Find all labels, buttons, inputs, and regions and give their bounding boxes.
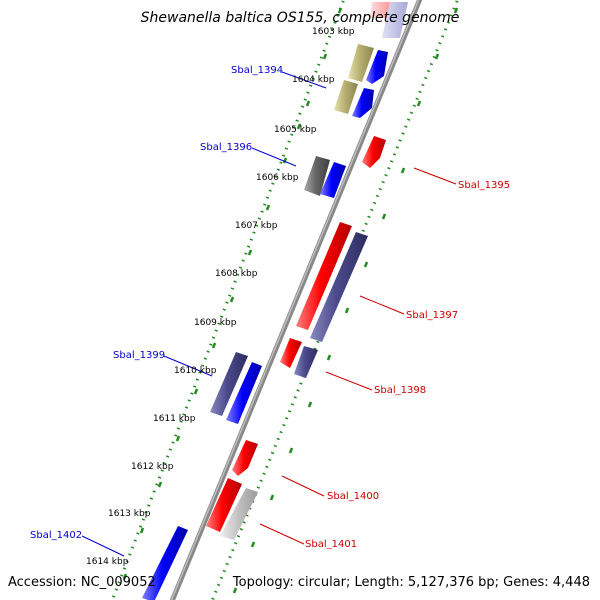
tick-mark (247, 249, 253, 256)
label-leader-lines (81, 71, 457, 557)
tick-mark (453, 7, 459, 14)
tick-mark (434, 53, 440, 60)
gene-feature-reverse (206, 478, 242, 532)
tick-label: 1605 kbp (274, 125, 317, 135)
gene-feature-forward (352, 88, 374, 118)
gene-feature-slate (210, 352, 248, 416)
genome-backbone-highlight (170, 0, 420, 600)
tick-mark (157, 481, 163, 488)
tick-label: 1604 kbp (292, 75, 335, 85)
gene-feature-olive (334, 80, 358, 114)
leader-line (281, 71, 327, 89)
tick-mark (288, 447, 294, 454)
gene-feature-reverse (362, 136, 386, 168)
gene-feature-forward (142, 526, 188, 600)
tick-mark (139, 527, 145, 534)
gene-label-sbal-1396[interactable]: Sbal_1396 (200, 142, 252, 153)
tick-label: 1609 kbp (194, 318, 237, 328)
tick-mark (416, 100, 422, 107)
leader-line (259, 523, 305, 545)
gene-label-sbal-1398[interactable]: Sbal_1398 (374, 385, 426, 396)
gene-label-sbal-1399[interactable]: Sbal_1399 (113, 350, 165, 361)
tick-mark (337, 7, 343, 14)
gene-feature-forward (320, 162, 346, 198)
leader-line (281, 475, 325, 497)
tick-mark (265, 204, 271, 211)
tick-mark (322, 53, 328, 60)
tick-label: 1612 kbp (131, 462, 174, 472)
gene-feature-slate (294, 346, 318, 378)
gene-feature-reverse (296, 222, 352, 330)
tick-label: 1611 kbp (153, 414, 196, 424)
gene-labels: Sbal_1394 Sbal_1395 Sbal_1396 Sbal_1397 … (30, 65, 510, 550)
gene-features (142, 2, 408, 600)
leader-line (413, 167, 457, 185)
gene-feature-slate (310, 232, 368, 342)
tick-mark (296, 123, 302, 130)
tick-label: 1613 kbp (108, 509, 151, 519)
tick-mark (307, 401, 313, 408)
tick-mark (122, 573, 128, 580)
tick-mark (381, 213, 387, 220)
inner-tick-marks (232, 7, 459, 594)
genome-summary-text: Topology: circular; Length: 5,127,376 bp… (232, 575, 590, 590)
gene-label-sbal-1400[interactable]: Sbal_1400 (327, 491, 379, 502)
leader-line (81, 535, 125, 557)
tick-mark (305, 100, 311, 107)
tick-label: 1606 kbp (256, 173, 299, 183)
tick-mark (193, 388, 199, 395)
tick-mark (232, 587, 238, 594)
genome-backbone (169, 0, 423, 600)
tick-mark (175, 435, 181, 442)
tick-label: 1608 kbp (215, 269, 258, 279)
tick-mark (400, 167, 406, 174)
tick-label: 1610 kbp (174, 366, 217, 376)
gene-feature-forward (226, 362, 262, 424)
leader-line (359, 295, 405, 315)
tick-mark (326, 354, 332, 361)
gene-feature-reverse (280, 338, 302, 368)
map-title: Shewanella baltica OS155, complete genom… (141, 10, 460, 26)
gene-feature-faded-red (370, 2, 390, 18)
tick-label: 1614 kbp (86, 557, 129, 567)
gene-feature-gray (304, 156, 330, 196)
gene-label-sbal-1402[interactable]: Sbal_1402 (30, 530, 82, 541)
accession-text: Accession: NC_009052 (8, 575, 156, 590)
tick-labels: 1603 kbp 1604 kbp 1605 kbp 1606 kbp 1607… (86, 27, 355, 567)
tick-label: 1603 kbp (312, 27, 355, 37)
gene-label-sbal-1394[interactable]: Sbal_1394 (231, 65, 283, 76)
leader-line (251, 147, 297, 167)
gene-feature-faded-slate (382, 2, 408, 38)
tick-label: 1607 kbp (235, 221, 278, 231)
gene-feature-olive (348, 44, 374, 82)
leader-line (325, 371, 373, 391)
tick-mark (229, 296, 235, 303)
tick-mark (282, 157, 288, 164)
gene-label-sbal-1401[interactable]: Sbal_1401 (305, 539, 357, 550)
tick-mark (363, 261, 369, 268)
gene-label-sbal-1395[interactable]: Sbal_1395 (458, 180, 510, 191)
tick-rails (110, 0, 460, 600)
major-tick-marks (122, 7, 343, 580)
tick-mark (344, 307, 350, 314)
gene-feature-reverse (232, 440, 258, 476)
tick-mark (269, 494, 275, 501)
tick-mark (211, 342, 217, 349)
tick-mark (250, 541, 256, 548)
gene-label-sbal-1397[interactable]: Sbal_1397 (406, 310, 458, 321)
gene-feature-lightgray (220, 488, 258, 540)
gene-feature-forward (366, 50, 388, 84)
leader-line (163, 355, 213, 377)
